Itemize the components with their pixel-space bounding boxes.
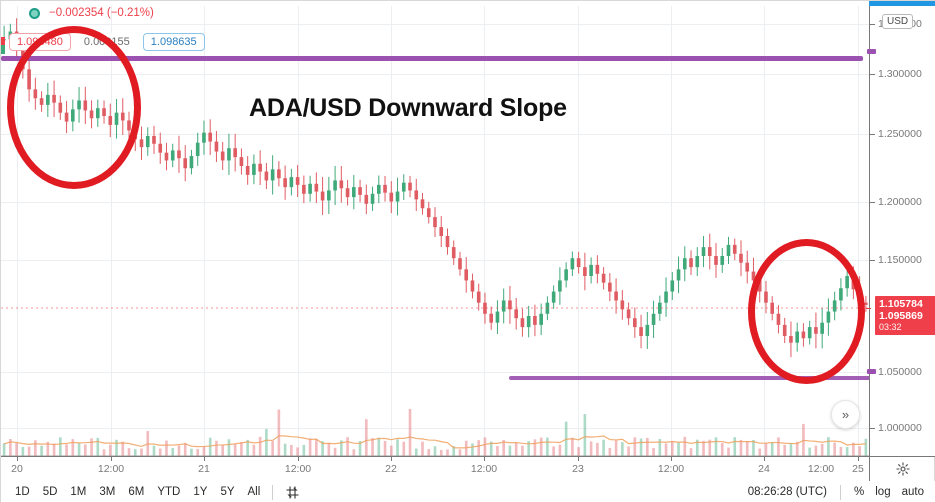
time-tick: 20 bbox=[11, 463, 23, 475]
price-tick: 1.050000 bbox=[870, 366, 935, 378]
time-tick: 25 bbox=[852, 463, 864, 475]
chart-legend-header: −0.002354 (−0.21%) bbox=[29, 7, 154, 19]
auto-toggle[interactable]: auto bbox=[901, 486, 924, 498]
previous-price-value: 1.095869 bbox=[879, 310, 923, 323]
range-button-1y[interactable]: 1Y bbox=[193, 486, 208, 498]
resistance-line[interactable] bbox=[1, 56, 863, 61]
time-scale[interactable]: 20 12:00 21 12:00 22 12:00 23 12:00 24 1… bbox=[1, 456, 869, 481]
compare-icon bbox=[286, 485, 299, 499]
price-tick: 1.300000 bbox=[870, 68, 935, 80]
right-highlight-circle[interactable] bbox=[748, 239, 865, 384]
price-tick: 1.200000 bbox=[870, 196, 935, 208]
series-color-dot bbox=[29, 7, 40, 19]
time-tick: 12:00 bbox=[657, 463, 685, 475]
utc-clock: 08:26:28 (UTC) bbox=[747, 486, 828, 498]
scale-settings-button[interactable] bbox=[869, 456, 935, 481]
range-button-all[interactable]: All bbox=[247, 486, 261, 498]
range-button-ytd[interactable]: YTD bbox=[157, 486, 181, 498]
time-tick: 24 bbox=[758, 463, 770, 475]
compare-button[interactable] bbox=[285, 485, 300, 500]
legend-value-high[interactable]: 1.098635 bbox=[142, 33, 205, 51]
log-toggle[interactable]: log bbox=[875, 486, 891, 498]
time-tick: 21 bbox=[198, 463, 210, 475]
double-chevron-right-icon: » bbox=[841, 407, 850, 422]
currency-pill[interactable]: USD bbox=[882, 14, 914, 29]
time-tick: 23 bbox=[572, 463, 584, 475]
range-button-5y[interactable]: 5Y bbox=[220, 486, 235, 498]
range-button-1d[interactable]: 1D bbox=[15, 486, 30, 498]
bottom-toolbar: 1D 5D 1M 3M 6M YTD 1Y 5Y All 08:26:28 (U… bbox=[1, 481, 935, 502]
scroll-to-latest-button[interactable]: » bbox=[831, 400, 860, 429]
last-price-value: 1.105784 bbox=[879, 298, 923, 310]
gear-icon bbox=[896, 462, 910, 476]
support-line[interactable] bbox=[509, 376, 869, 380]
last-price-tick-dash bbox=[866, 308, 871, 309]
resistance-scale-marker bbox=[867, 49, 876, 54]
price-change-label: −0.002354 (−0.21%) bbox=[49, 7, 154, 19]
chart-plot-area[interactable]: ADA/USD Downward Slope » bbox=[1, 6, 869, 456]
left-highlight-circle[interactable] bbox=[7, 26, 141, 189]
price-tick: 1.150000 bbox=[870, 254, 935, 266]
toolbar-divider bbox=[840, 484, 842, 500]
time-tick: 22 bbox=[385, 463, 397, 475]
range-button-3m[interactable]: 3M bbox=[99, 486, 116, 498]
price-scale[interactable]: 1.350000 USD 1.300000 1.250000 1.200000 … bbox=[866, 6, 935, 456]
time-tick: 12:00 bbox=[284, 463, 312, 475]
top-accent-bar bbox=[869, 1, 935, 6]
range-button-6m[interactable]: 6M bbox=[128, 486, 145, 498]
price-tick: 1.250000 bbox=[870, 128, 935, 140]
percent-toggle[interactable]: % bbox=[854, 486, 865, 498]
range-button-1m[interactable]: 1M bbox=[70, 486, 87, 498]
toolbar-right-group: 08:26:28 (UTC) % log auto bbox=[747, 484, 935, 500]
candle-countdown: 03:32 bbox=[879, 322, 902, 333]
edge-marker-green bbox=[1, 45, 5, 54]
time-tick: 12:00 bbox=[470, 463, 498, 475]
support-scale-marker bbox=[867, 369, 876, 374]
time-tick: 12:00 bbox=[97, 463, 125, 475]
edge-marker-red bbox=[1, 37, 5, 46]
range-button-5d[interactable]: 5D bbox=[42, 486, 58, 498]
price-tick: 1.000000 bbox=[870, 422, 935, 434]
range-selector: 1D 5D 1M 3M 6M YTD 1Y 5Y All bbox=[1, 486, 260, 498]
last-price-badge[interactable]: 1.105784 1.095869 03:32 bbox=[875, 296, 935, 336]
time-tick: 12:00 bbox=[807, 463, 835, 475]
page-title: ADA/USD Downward Slope bbox=[249, 94, 567, 122]
toolbar-divider bbox=[272, 484, 274, 500]
